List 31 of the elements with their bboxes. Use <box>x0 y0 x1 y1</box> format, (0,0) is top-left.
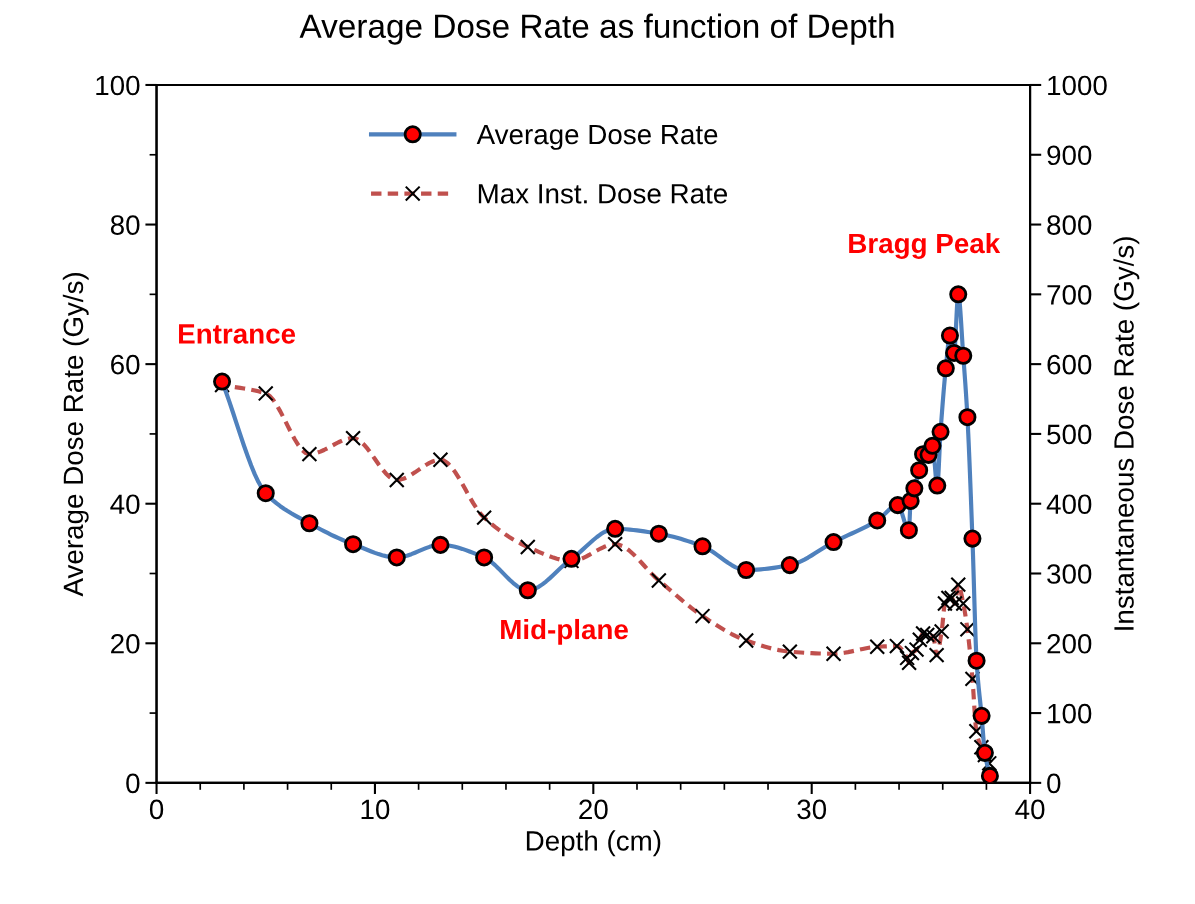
annotation: Mid-plane <box>501 618 628 645</box>
y2-tick-label: 500 <box>1047 424 1092 445</box>
y2-tick-label: 700 <box>1047 285 1092 305</box>
y2-tick-label: 600 <box>1047 354 1092 375</box>
annotation: Bragg Peak <box>849 232 1001 259</box>
y2-tick-label: 0 <box>1047 773 1061 794</box>
x-tick-label: 20 <box>579 799 608 820</box>
y-tick-label: 60 <box>111 354 140 375</box>
y2-tick-label: 400 <box>1046 494 1092 515</box>
y-tick-label: 100 <box>96 75 140 96</box>
x-tick-label: 10 <box>361 799 390 820</box>
y2-tick-label: 200 <box>1047 633 1092 654</box>
y2-tick-label: 900 <box>1047 145 1092 166</box>
y-tick-label: 0 <box>126 773 140 794</box>
y-tick-label: 20 <box>111 633 140 654</box>
chart-title: Average Dose Rate as function of Depth <box>299 13 894 45</box>
y-axis-title: Average Dose Rate (Gy/s) <box>62 273 89 597</box>
legend-label: Average Dose Rate <box>476 124 718 150</box>
y2-tick-label: 100 <box>1048 703 1092 724</box>
legend-label: Max Inst. Dose Rate <box>478 184 728 204</box>
y2-tick-label: 1000 <box>1048 75 1107 96</box>
y2-tick-label: 300 <box>1047 564 1092 584</box>
annotation: Entrance <box>179 324 296 344</box>
x-axis-title: Depth (cm) <box>526 830 661 857</box>
y-tick-label: 40 <box>110 494 140 515</box>
y2-tick-label: 800 <box>1047 215 1092 235</box>
y2-axis-title: Instantaneous Dose Rate (Gy/s) <box>1113 237 1140 630</box>
x-tick-label: 30 <box>797 799 827 820</box>
x-tick-label: 40 <box>1015 799 1045 820</box>
y-tick-label: 80 <box>110 215 140 235</box>
x-tick-label: 0 <box>149 799 164 820</box>
